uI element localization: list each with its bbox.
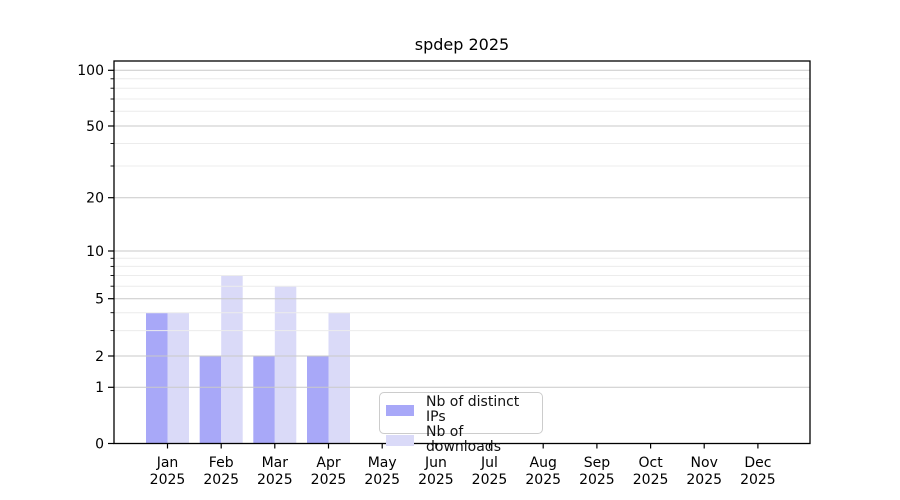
chart-title: spdep 2025	[414, 35, 510, 54]
y-tick-label: 100	[77, 63, 104, 79]
y-tick-label: 20	[86, 191, 104, 207]
x-tick-label-year: 2025	[150, 472, 186, 488]
x-tick-label-year: 2025	[686, 472, 722, 488]
x-tick-label-month: Mar	[262, 455, 289, 471]
x-tick-label-month: Jun	[424, 455, 447, 471]
legend: Nb of distinct IPs Nb of downloads	[379, 392, 543, 455]
x-tick-label-year: 2025	[418, 472, 454, 488]
bar-mar-distinct-ips	[253, 356, 275, 444]
legend-label-downloads: Nb of downloads	[426, 424, 501, 455]
bar-jan-downloads	[167, 312, 189, 444]
bar-jan-distinct-ips	[146, 312, 168, 444]
y-tick-label: 2	[95, 349, 104, 365]
x-tick-label-year: 2025	[525, 472, 561, 488]
x-tick-label-month: Sep	[584, 455, 611, 471]
x-tick-label-year: 2025	[257, 472, 293, 488]
x-tick-label-month: Dec	[744, 455, 771, 471]
x-tick-label-month: Nov	[691, 455, 718, 471]
x-tick-label-month: Jan	[156, 455, 179, 471]
x-tick-label-month: Apr	[316, 455, 340, 471]
x-tick-label-year: 2025	[740, 472, 776, 488]
x-tick-label-month: Jul	[480, 455, 498, 471]
x-tick-label-year: 2025	[633, 472, 669, 488]
y-tick-label: 10	[86, 244, 104, 260]
x-tick-label-year: 2025	[203, 472, 239, 488]
legend-label-distinct-ips: Nb of distinct IPs	[426, 394, 520, 425]
x-tick-label-year: 2025	[579, 472, 615, 488]
x-tick-label-month: Aug	[530, 455, 557, 471]
legend-swatch-downloads-icon	[386, 434, 414, 446]
plot-border	[113, 60, 811, 445]
x-tick-label-month: May	[368, 455, 397, 471]
x-tick-label-year: 2025	[364, 472, 400, 488]
y-tick-label: 1	[95, 380, 104, 396]
legend-item-downloads: Nb of downloads	[386, 425, 542, 455]
y-tick-label: 5	[95, 292, 104, 308]
y-tick-label: 50	[86, 119, 104, 135]
bar-feb-downloads	[221, 275, 243, 444]
bar-mar-downloads	[274, 286, 297, 444]
bar-apr-distinct-ips	[307, 356, 329, 444]
x-tick-label-month: Feb	[209, 455, 234, 471]
bar-apr-downloads	[328, 312, 350, 444]
x-tick-label-year: 2025	[311, 472, 347, 488]
y-tick-label: 0	[95, 436, 104, 452]
bar-feb-distinct-ips	[199, 356, 222, 444]
x-tick-label-year: 2025	[472, 472, 508, 488]
legend-item-distinct-ips: Nb of distinct IPs	[386, 395, 542, 425]
x-tick-label-month: Oct	[638, 455, 663, 471]
legend-swatch-distinct-ips-icon	[386, 404, 414, 416]
